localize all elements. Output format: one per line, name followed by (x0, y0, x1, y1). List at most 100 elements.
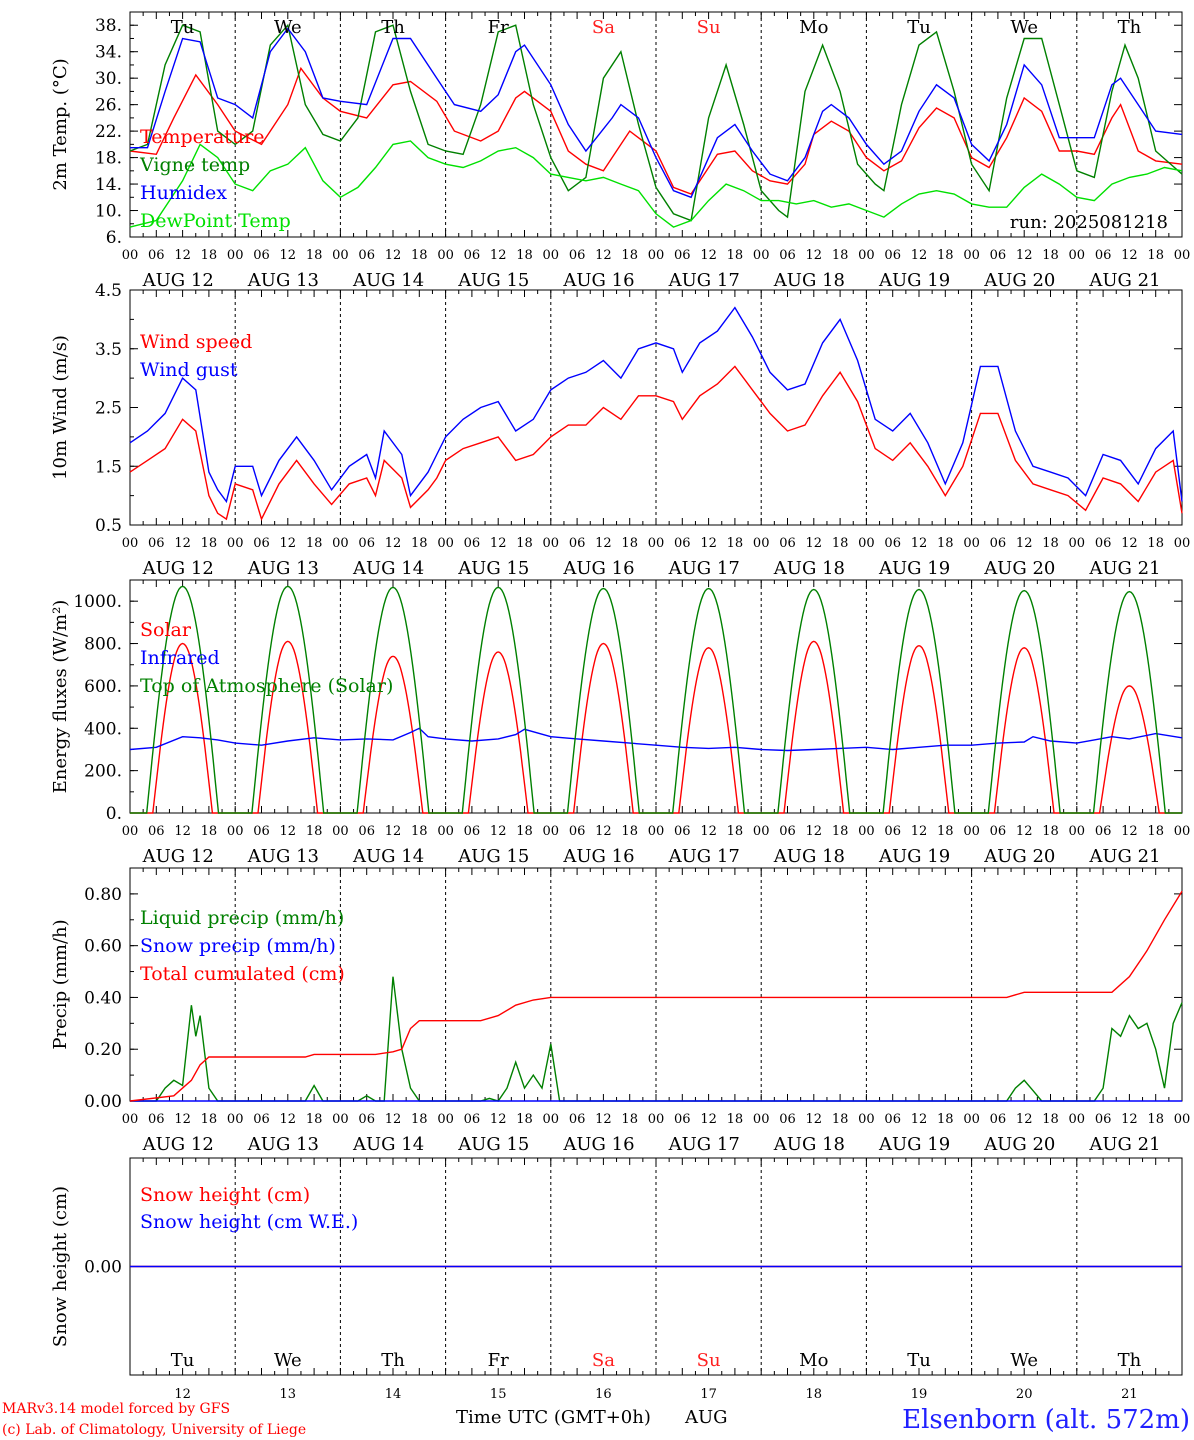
hour-label: 06 (884, 536, 901, 551)
hour-label: 18 (411, 824, 428, 839)
date-label: AUG 17 (668, 558, 740, 579)
hour-label: 12 (911, 824, 928, 839)
hour-label: 00 (753, 1112, 770, 1127)
date-label: AUG 12 (142, 1134, 214, 1155)
hour-label: 00 (227, 1112, 244, 1127)
y-tick-label: 600. (84, 677, 122, 697)
date-label: AUG 13 (247, 846, 319, 867)
hour-label: 12 (280, 824, 297, 839)
hour-label: 00 (858, 248, 875, 263)
bottom-day-number: 15 (490, 1387, 507, 1402)
hour-label: 00 (543, 824, 560, 839)
date-label: AUG 15 (457, 558, 529, 579)
date-label: AUG 19 (878, 846, 950, 867)
date-label: AUG 21 (1088, 846, 1160, 867)
legend-humidex: Humidex (140, 182, 227, 204)
hour-label: 12 (1121, 1112, 1138, 1127)
date-label: AUG 20 (983, 558, 1055, 579)
bottom-day-number: 18 (806, 1387, 823, 1402)
hour-label: 18 (1147, 1112, 1164, 1127)
hour-label: 12 (1016, 248, 1033, 263)
date-label: AUG 19 (878, 270, 950, 291)
hour-label: 12 (700, 536, 717, 551)
hour-label: 00 (1069, 248, 1086, 263)
hour-label: 06 (1095, 536, 1112, 551)
legend-vigne-temp: Vigne temp (139, 154, 250, 176)
hour-label: 18 (937, 536, 954, 551)
y-tick-label: 26. (95, 96, 122, 116)
hour-label: 00 (963, 248, 980, 263)
hour-label: 12 (174, 1112, 191, 1127)
date-label: AUG 14 (352, 558, 424, 579)
day-label: We (1010, 17, 1038, 38)
hour-label: 00 (753, 536, 770, 551)
hour-label: 12 (1016, 1112, 1033, 1127)
y-tick-label: 4.5 (95, 281, 122, 301)
legend-snow-height-cm-w-e: Snow height (cm W.E.) (140, 1211, 358, 1233)
hour-label: 12 (806, 248, 823, 263)
date-label: AUG 16 (562, 270, 634, 291)
day-label: Tu (907, 17, 931, 38)
y-axis-title: 2m Temp. (°C) (50, 58, 71, 190)
hour-label: 06 (990, 1112, 1007, 1127)
series-line-infrared (129, 727, 1183, 752)
legend-top-of-atmosphere-solar: Top of Atmosphere (Solar) (140, 675, 393, 697)
day-label: We (274, 1350, 302, 1371)
series-line-humidex (130, 27, 1183, 199)
hour-label: 18 (516, 536, 533, 551)
hour-label: 06 (1095, 824, 1112, 839)
hour-label: 06 (148, 536, 165, 551)
day-label: Th (1118, 1350, 1142, 1371)
hour-label: 12 (280, 536, 297, 551)
hour-label: 12 (595, 248, 612, 263)
hour-label: 06 (674, 536, 691, 551)
y-tick-label: 30. (95, 69, 122, 89)
hour-label: 00 (437, 1112, 454, 1127)
y-tick-label: 34. (95, 43, 122, 63)
day-label: Fr (488, 1350, 509, 1371)
hour-label: 06 (569, 824, 586, 839)
hour-label: 06 (358, 824, 375, 839)
legend-snow-precip-mm-h: Snow precip (mm/h) (140, 935, 336, 957)
hour-label: 18 (727, 824, 744, 839)
y-tick-label: 0.5 (95, 516, 122, 536)
y-tick-label: 0.80 (84, 885, 122, 905)
hour-label: 18 (832, 824, 849, 839)
y-tick-label: 18. (95, 149, 122, 169)
hour-label: 18 (621, 824, 638, 839)
day-label: We (1010, 1350, 1038, 1371)
hour-label: 00 (858, 536, 875, 551)
hour-label: 00 (437, 824, 454, 839)
run-annotation: run: 2025081218 (1010, 212, 1168, 233)
hour-label: 12 (490, 1112, 507, 1127)
hour-label: 18 (411, 248, 428, 263)
hour-label: 18 (937, 1112, 954, 1127)
hour-label: 06 (148, 248, 165, 263)
hour-label: 18 (621, 1112, 638, 1127)
hour-label: 12 (1016, 536, 1033, 551)
hour-label: 00 (227, 824, 244, 839)
plot-frame (129, 11, 1183, 238)
bottom-day-number: 12 (174, 1387, 191, 1402)
hour-label: 06 (779, 1112, 796, 1127)
hour-label: 00 (648, 536, 665, 551)
date-label: AUG 12 (142, 846, 214, 867)
date-label: AUG 15 (457, 846, 529, 867)
x-axis-month: AUG (684, 1407, 728, 1428)
panel-3 (129, 579, 1183, 814)
hour-label: 06 (779, 248, 796, 263)
bottom-day-number: 16 (595, 1387, 612, 1402)
hour-label: 06 (358, 1112, 375, 1127)
hour-label: 12 (490, 248, 507, 263)
day-label: Th (381, 17, 405, 38)
hour-label: 18 (1042, 824, 1059, 839)
hour-label: 06 (1095, 1112, 1112, 1127)
hour-label: 12 (174, 824, 191, 839)
hour-label: 12 (385, 824, 402, 839)
y-tick-label: 0. (106, 804, 122, 824)
hour-label: 12 (385, 536, 402, 551)
date-label: AUG 13 (247, 270, 319, 291)
bottom-day-number: 20 (1016, 1387, 1033, 1402)
hour-label: 06 (569, 248, 586, 263)
